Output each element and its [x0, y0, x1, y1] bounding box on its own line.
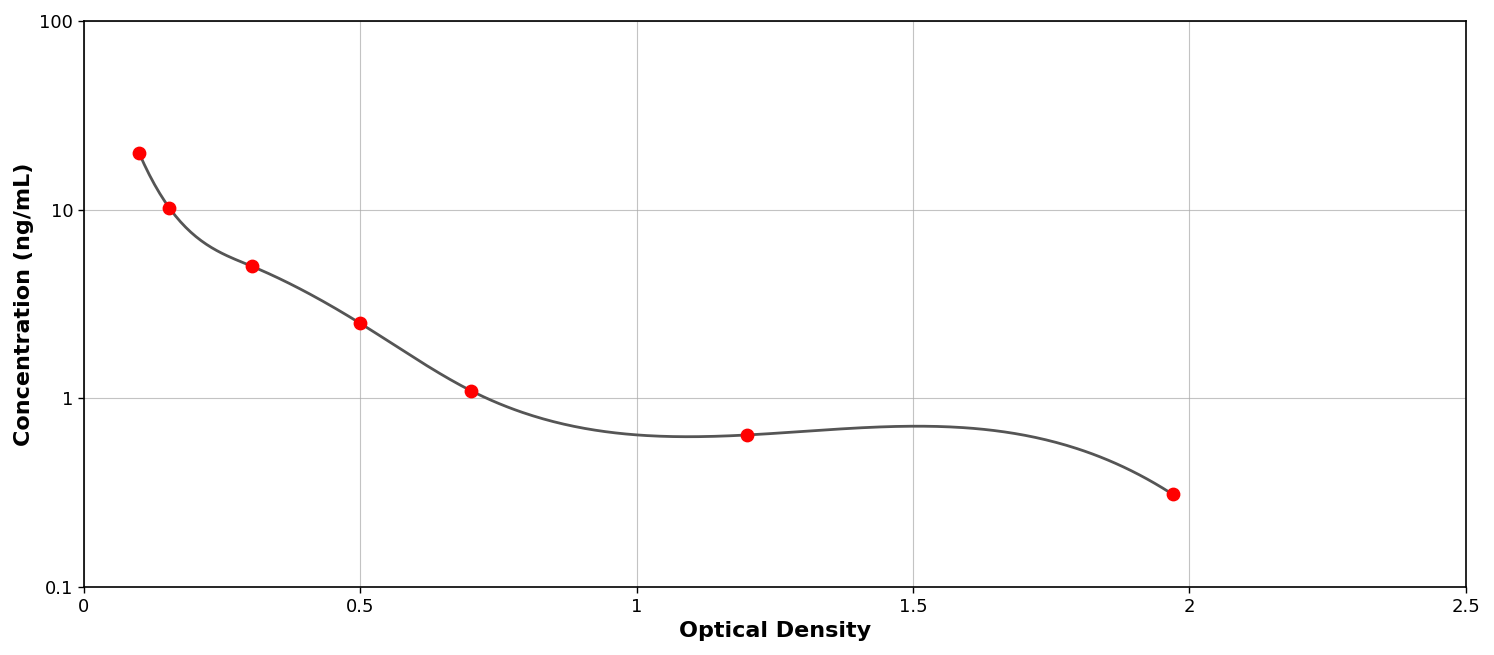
Point — [127, 147, 151, 158]
Point — [1161, 489, 1185, 500]
Point — [241, 261, 264, 272]
Point — [348, 318, 372, 329]
Point — [735, 430, 759, 440]
Y-axis label: Concentration (ng/mL): Concentration (ng/mL) — [13, 162, 34, 445]
Point — [157, 203, 181, 214]
X-axis label: Optical Density: Optical Density — [678, 621, 871, 641]
Point — [459, 385, 483, 396]
